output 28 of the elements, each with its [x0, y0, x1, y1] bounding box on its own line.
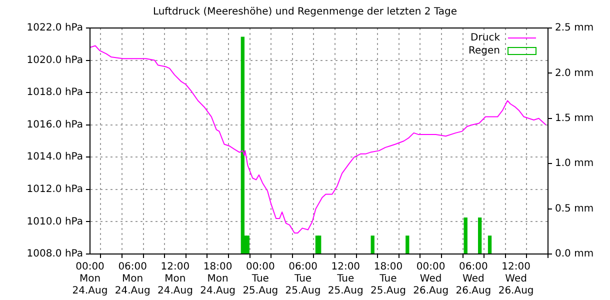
y2-tick-label: 1.0 mm — [555, 158, 594, 170]
y-tick-label: 1020.0 hPa — [26, 54, 83, 66]
y-tick-label: 1008.0 hPa — [26, 248, 83, 260]
y2-tick-label: 0.5 mm — [555, 203, 594, 214]
x-tick-label: 12:00 Tue 25.Aug — [328, 262, 364, 297]
y2-tick-label: 1.5 mm — [555, 112, 594, 124]
y2-tick-label: 2.5 mm — [555, 22, 594, 34]
x-tick-label: 06:00 Wed 26.Aug — [456, 262, 492, 297]
x-tick-label: 06:00 Mon 24.Aug — [114, 262, 150, 297]
y-tick-label: 1012.0 hPa — [26, 184, 83, 196]
x-tick-label: 12:00 Wed 26.Aug — [498, 262, 534, 297]
y2-tick-label: 0.0 mm — [555, 248, 594, 260]
x-tick-label: 06:00 Tue 25.Aug — [285, 262, 321, 297]
y2-tick-label: 2.0 mm — [555, 68, 594, 79]
x-tick-label: 18:00 Mon 24.Aug — [200, 262, 236, 297]
y-tick-label: 1018.0 hPa — [26, 87, 83, 98]
y-tick-label: 1010.0 hPa — [26, 216, 83, 228]
legend-label: Druck — [470, 32, 500, 44]
x-tick-label: 00:00 Mon 24.Aug — [72, 262, 108, 297]
x-tick-label: 18:00 Tue 25.Aug — [370, 262, 406, 297]
x-tick-label: 00:00 Tue 25.Aug — [242, 262, 278, 297]
legend-label: Regen — [468, 46, 500, 57]
x-tick-label: 12:00 Mon 24.Aug — [157, 262, 193, 297]
chart-title: Luftdruck (Meereshöhe) und Regenmenge der letzten 2 Tage — [152, 6, 458, 18]
y-tick-label: 1014.0 hPa — [26, 152, 83, 163]
x-tick-label: 00:00 Wed 26.Aug — [413, 262, 449, 297]
y-tick-label: 1016.0 hPa — [26, 119, 83, 130]
y-tick-label: 1022.0 hPa — [26, 22, 83, 34]
